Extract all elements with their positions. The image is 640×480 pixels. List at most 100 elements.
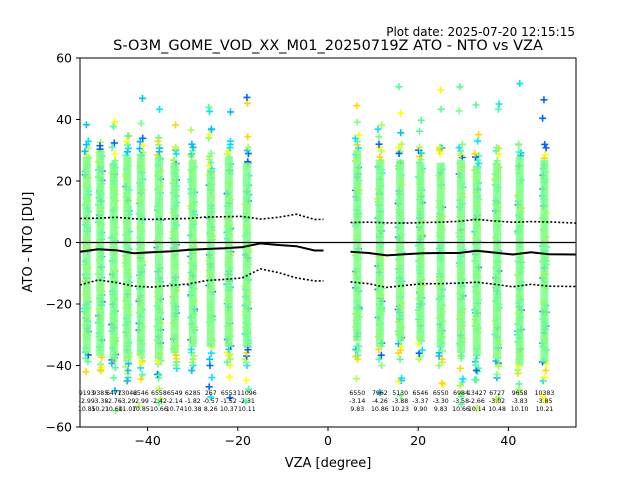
bin-stat-label: -3.83 [512, 398, 528, 405]
bin-stat-label: 6285 [185, 390, 201, 397]
data-point [82, 121, 90, 129]
data-point [155, 385, 163, 393]
x-axis-label: VZA [degree] [285, 456, 372, 471]
bin-stat-label: -2.14 [167, 398, 183, 405]
data-point [475, 131, 483, 139]
data-point [398, 140, 406, 148]
data-point [493, 370, 501, 378]
data-point [187, 345, 195, 353]
data-point [154, 137, 162, 145]
data-point [226, 373, 234, 381]
data-point [541, 151, 549, 159]
bin-stat-label: -3.85 [536, 398, 552, 405]
data-point [189, 143, 197, 151]
data-point [541, 140, 549, 148]
data-point [540, 96, 548, 104]
data-point [495, 362, 503, 370]
data-point [353, 375, 361, 383]
bin-stat-label: 10.85 [132, 406, 150, 413]
bin-stat-label: 6546 [133, 390, 149, 397]
data-point [539, 392, 547, 400]
data-point [457, 400, 465, 408]
data-point [82, 368, 90, 376]
data-point [189, 355, 197, 363]
bin-stat-label: 10.66 [452, 406, 470, 413]
data-point [188, 367, 196, 375]
bin-core [206, 168, 215, 348]
data-point [245, 385, 253, 393]
data-point [137, 119, 145, 127]
data-point [123, 148, 131, 156]
bin-stat-label: 267 [205, 390, 217, 397]
bin-stat-label: 9.83 [434, 406, 448, 413]
data-point [539, 377, 547, 385]
data-point [155, 371, 163, 379]
bin-stat-label: 10383 [535, 390, 555, 397]
data-point [242, 358, 250, 366]
bin-core [515, 156, 524, 366]
data-point [138, 94, 146, 102]
data-point [456, 382, 464, 390]
x-tick-label: 20 [410, 433, 426, 448]
data-point [397, 109, 405, 117]
data-point [471, 150, 479, 158]
bin-core [170, 162, 179, 354]
y-tick-label: −60 [46, 420, 72, 435]
bin-core [96, 150, 105, 357]
data-point [457, 147, 465, 155]
x-tick-label: −20 [225, 433, 251, 448]
data-point [354, 351, 362, 359]
data-point [455, 144, 463, 152]
y-tick-label: −40 [46, 358, 72, 373]
data-point [108, 359, 116, 367]
bin-stat-label: 6984 [453, 390, 469, 397]
data-point [111, 150, 119, 158]
x-tick-label: 40 [500, 433, 516, 448]
bin-core [154, 156, 163, 360]
bin-stat-label: 6477 [106, 390, 122, 397]
scatter-points [81, 80, 550, 415]
data-point [243, 93, 251, 101]
data-point [415, 127, 423, 135]
data-point [84, 137, 92, 145]
data-point [188, 140, 196, 148]
data-point [472, 101, 480, 109]
data-point [207, 393, 215, 401]
x-tick-label: 0 [324, 433, 332, 448]
data-point [459, 375, 467, 383]
data-point [374, 125, 382, 133]
bin-stat-label: 11096 [237, 390, 257, 397]
upper-std-line [80, 213, 576, 224]
bin-stat-label: 10.23 [391, 406, 409, 413]
data-point [435, 362, 443, 369]
bin-stat-label: 7962 [372, 390, 388, 397]
data-point [226, 394, 234, 402]
data-point [244, 133, 252, 141]
data-point [122, 137, 130, 145]
data-point [242, 397, 250, 405]
bin-stat-label: 10.38 [184, 406, 202, 413]
bin-stat-label: -2.99 [79, 398, 95, 405]
plot-date: Plot date: 2025-07-20 12:15:15 [386, 25, 575, 39]
bin-stat-label: -2.66 [469, 398, 485, 405]
bin-stat-label: 10.21 [536, 406, 554, 413]
lower-std-line [80, 268, 576, 289]
bin-stat-label: 10.66 [150, 406, 168, 413]
data-point [351, 134, 359, 142]
data-point [495, 394, 503, 402]
data-point [516, 80, 524, 88]
data-point [515, 385, 523, 393]
data-point [207, 349, 215, 357]
data-point [172, 121, 180, 129]
data-point [206, 362, 214, 369]
data-point [226, 137, 234, 145]
y-axis-label: ATO - NTO [DU] [21, 192, 36, 293]
bin-core [493, 162, 502, 360]
data-point [207, 125, 215, 133]
bin-stat-label: 6558 [151, 390, 167, 397]
bin-stat-label: -1.82 [185, 398, 201, 405]
data-point [243, 349, 251, 357]
data-point [110, 374, 118, 382]
data-point [542, 397, 550, 405]
bin-core [242, 162, 251, 348]
